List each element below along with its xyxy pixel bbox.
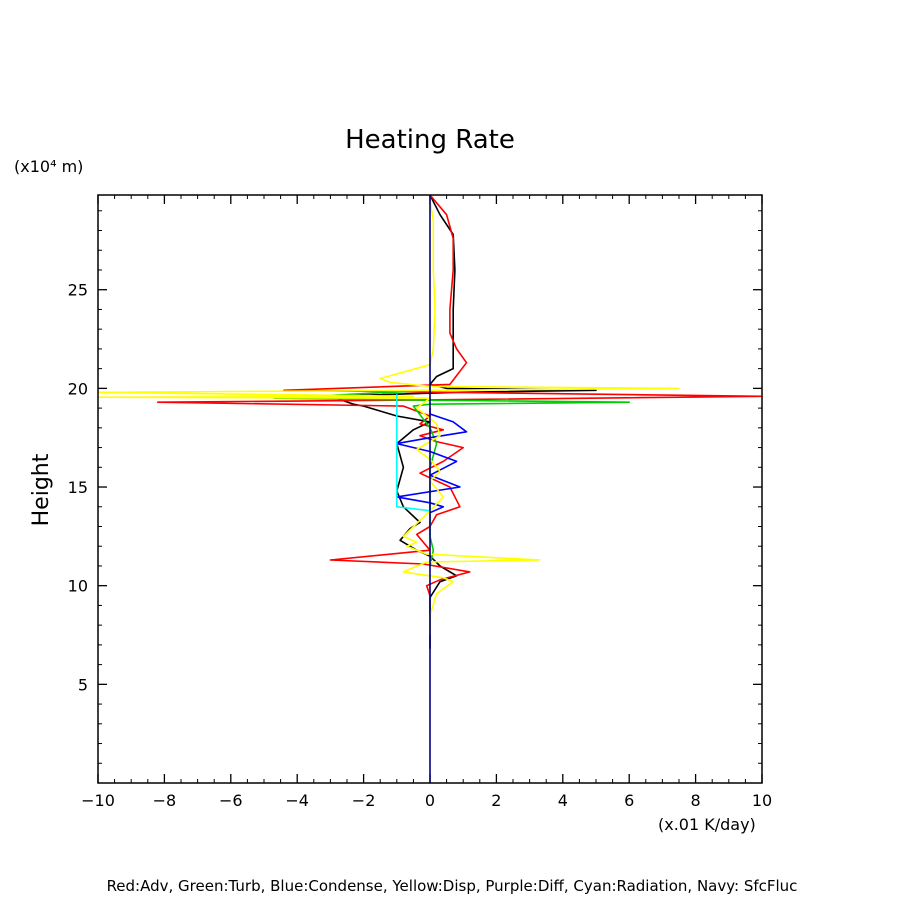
y-axis-units: (x10⁴ m) bbox=[14, 157, 83, 176]
series-line-4 bbox=[97, 200, 680, 635]
plot-frame bbox=[97, 194, 763, 784]
x-tick-label: 8 bbox=[691, 791, 701, 810]
data-series bbox=[97, 194, 763, 783]
y-tick-label: 5 bbox=[78, 675, 88, 694]
x-tick-label: −6 bbox=[219, 791, 243, 810]
x-tick-label: −4 bbox=[285, 791, 309, 810]
chart-title: Heating Rate bbox=[345, 125, 515, 155]
legend-caption: Red:Adv, Green:Turb, Blue:Condense, Yell… bbox=[107, 877, 798, 895]
x-axis-units: (x.01 K/day) bbox=[658, 815, 756, 834]
x-tick-label: −10 bbox=[81, 791, 115, 810]
x-tick-label: 0 bbox=[425, 791, 435, 810]
x-tick-label: 10 bbox=[752, 791, 772, 810]
x-tick-label: 4 bbox=[558, 791, 568, 810]
axis-ticks: −10 −8 −6 −4 −2 0 2 4 6 8 10 5 10 15 20 25 bbox=[68, 195, 772, 810]
x-tick-label: −8 bbox=[153, 791, 177, 810]
y-tick-label: 10 bbox=[68, 577, 88, 596]
y-tick-label: 25 bbox=[68, 281, 88, 300]
x-tick-label: −2 bbox=[352, 791, 376, 810]
series-line-0 bbox=[329, 194, 597, 649]
series-line-3 bbox=[396, 408, 468, 514]
x-tick-label: 6 bbox=[624, 791, 634, 810]
y-tick-label: 15 bbox=[68, 478, 88, 497]
series-line-1 bbox=[157, 194, 763, 596]
x-tick-label: 2 bbox=[491, 791, 501, 810]
y-axis-label: Height bbox=[29, 453, 54, 526]
y-tick-label: 20 bbox=[68, 379, 88, 398]
series-line-2 bbox=[273, 384, 630, 567]
series-line-5 bbox=[396, 394, 431, 512]
